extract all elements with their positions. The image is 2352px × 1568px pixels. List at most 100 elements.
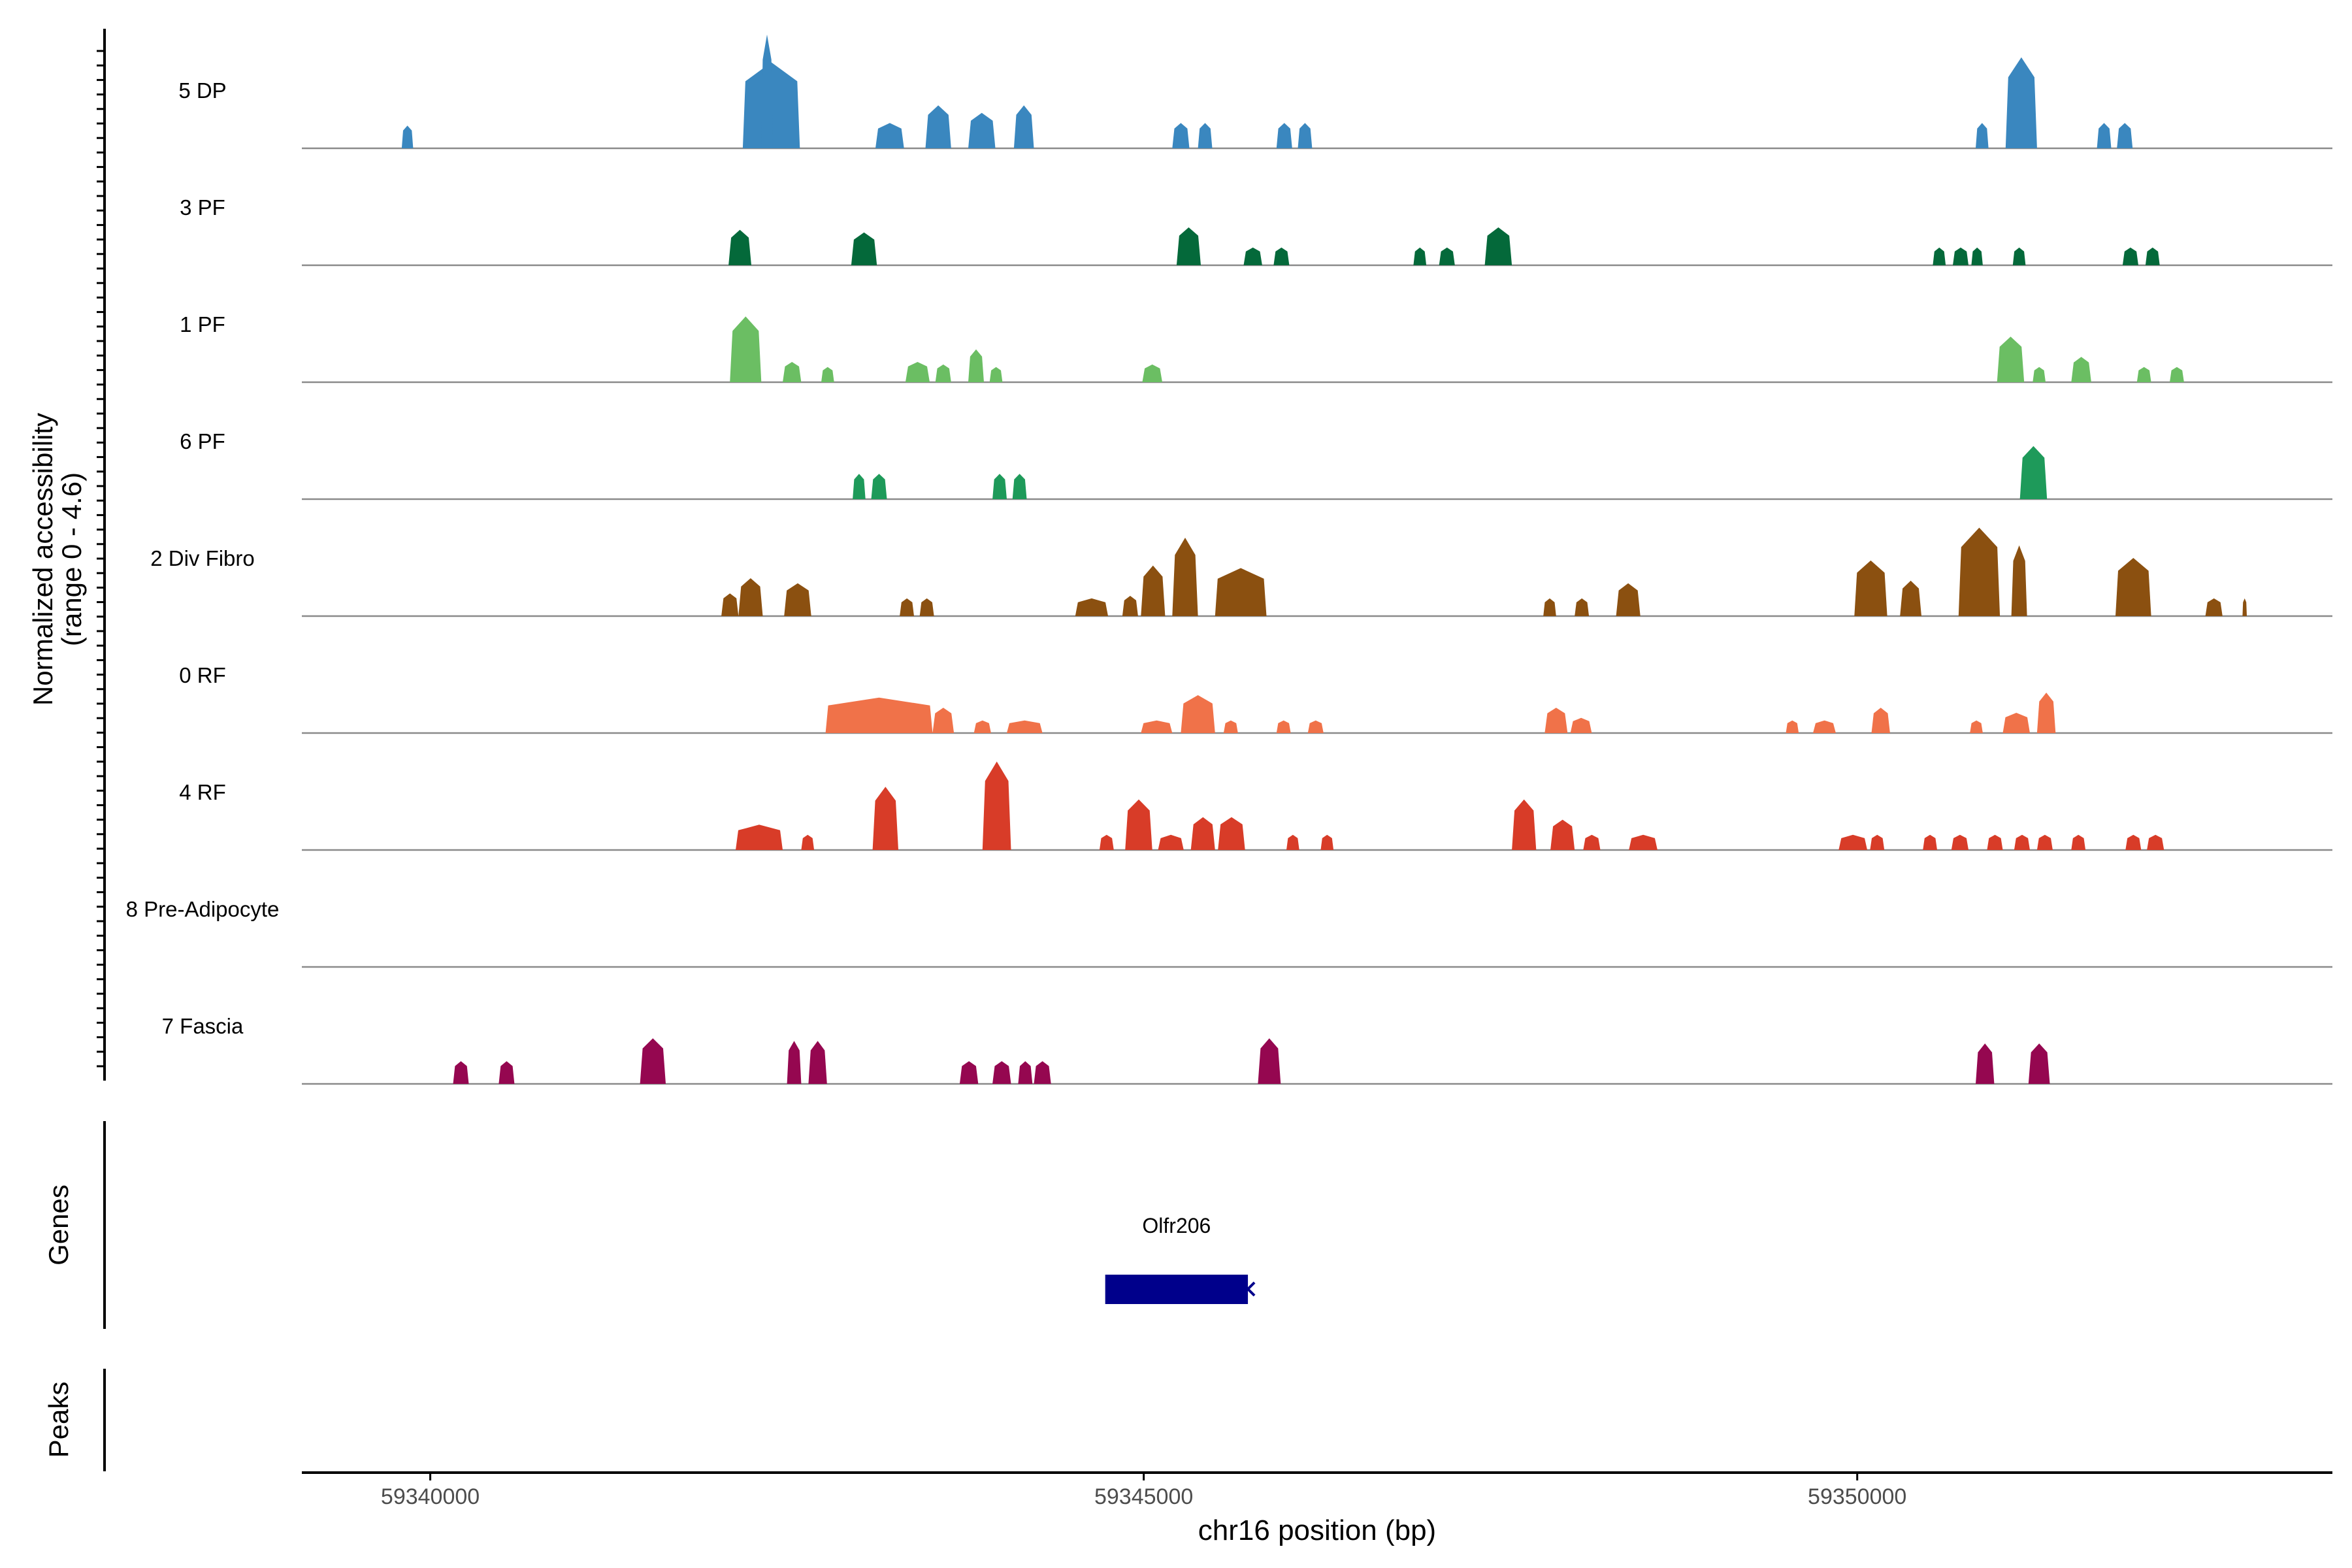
- coverage-peak: [1013, 105, 1034, 148]
- coverage-peak: [1172, 538, 1198, 616]
- coverage-peak: [851, 232, 877, 265]
- coverage-peak: [1512, 799, 1537, 850]
- coverage-peak: [1320, 834, 1334, 850]
- coverage-peak: [721, 593, 739, 616]
- coverage-peak: [1075, 598, 1108, 616]
- coverage-peak: [1813, 720, 1836, 733]
- track-label: 6 PF: [180, 429, 225, 453]
- coverage-peak: [821, 367, 834, 382]
- track-7: 8 Pre-Adipocyte: [126, 897, 2332, 968]
- coverage-tracks: 5 DP 3 PF 1 PF 6 PF 2 Div Fibro 0 RF 4 RF 8 Pre…: [126, 34, 2332, 1085]
- x-tick-label: 59345000: [1094, 1484, 1193, 1509]
- coverage-peak: [1575, 598, 1590, 616]
- coverage-peak: [640, 1038, 666, 1084]
- track-8: 7 Fascia: [162, 1014, 2332, 1085]
- coverage-peak: [1258, 1038, 1281, 1084]
- strand-arrow-icon: [1246, 1281, 1256, 1297]
- track-5: 0 RF: [179, 663, 2332, 734]
- coverage-peak: [2028, 1043, 2050, 1084]
- coverage-peak: [1439, 247, 1455, 265]
- x-axis-ticks: 59340000 59345000 59350000: [381, 1473, 1906, 1509]
- coverage-peak: [982, 761, 1011, 850]
- coverage-peak: [1413, 247, 1427, 265]
- coverage-peak: [2115, 558, 2151, 616]
- coverage-peak: [1933, 247, 1946, 265]
- coverage-peak: [1629, 834, 1658, 850]
- gene-body: [1105, 1275, 1249, 1304]
- coverage-peak: [1616, 583, 1641, 616]
- genes-label: Genes: [43, 1184, 74, 1266]
- coverage-peak: [989, 367, 1003, 382]
- coverage-peak: [1871, 708, 1890, 733]
- coverage-peak: [1923, 834, 1937, 850]
- coverage-peak: [2125, 834, 2142, 850]
- coverage-peak: [1307, 720, 1324, 733]
- coverage-peak: [730, 316, 762, 382]
- coverage-peak: [1976, 123, 1989, 148]
- coverage-peak: [1141, 720, 1173, 733]
- coverage-peak: [787, 1041, 802, 1084]
- coverage-peak: [2036, 834, 2053, 850]
- track-3: 6 PF: [180, 429, 2332, 500]
- track-label: 4 RF: [179, 780, 226, 804]
- coverage-peak: [2019, 446, 2048, 499]
- coverage-peak: [1786, 720, 1799, 733]
- coverage-peak: [935, 364, 951, 382]
- coverage-peak: [968, 112, 996, 148]
- peaks-label: Peaks: [43, 1382, 74, 1458]
- coverage-peak: [1142, 364, 1162, 382]
- track-label: 3 PF: [180, 195, 225, 220]
- coverage-peak: [453, 1061, 469, 1084]
- coverage-peak: [1218, 817, 1245, 850]
- coverage-peak: [1870, 834, 1885, 850]
- coverage-peak: [925, 105, 951, 148]
- coverage-peak: [973, 720, 991, 733]
- coverage-peak: [2011, 545, 2027, 616]
- gene-name: Olfr206: [1142, 1214, 1211, 1237]
- track-label: 8 Pre-Adipocyte: [126, 897, 280, 921]
- y-axis-label-line2: (range 0 - 4.6): [56, 472, 87, 646]
- coverage-peak: [1951, 834, 1968, 850]
- coverage-peak: [959, 1061, 979, 1084]
- coverage-peak: [2122, 247, 2138, 265]
- coverage-peak: [2117, 123, 2133, 148]
- x-axis-label: chr16 position (bp): [1198, 1514, 1436, 1546]
- coverage-peak: [1583, 834, 1601, 850]
- coverage-peak: [872, 787, 898, 850]
- coverage-peak: [1215, 568, 1267, 616]
- y-axis-label-line1: Normalized accessibility: [27, 413, 58, 706]
- coverage-peak: [992, 474, 1007, 499]
- coverage-peak: [1997, 336, 2025, 382]
- coverage-peak: [871, 474, 887, 499]
- coverage-peak: [2145, 247, 2160, 265]
- coverage-peak: [801, 834, 815, 850]
- track-label: 0 RF: [179, 663, 226, 687]
- coverage-peak: [2170, 367, 2184, 382]
- coverage-peak: [1176, 227, 1201, 265]
- track-label: 1 PF: [180, 312, 225, 336]
- coverage-peak: [1034, 1061, 1051, 1084]
- y-axis: [97, 29, 106, 1081]
- coverage-peak: [1286, 834, 1299, 850]
- coverage-peak: [761, 34, 773, 149]
- coverage-peak: [2242, 598, 2247, 616]
- coverage-peak: [1018, 1061, 1033, 1084]
- coverage-peak: [900, 598, 914, 616]
- coverage-peak: [1854, 560, 1887, 616]
- track-2: 1 PF: [180, 312, 2332, 384]
- coverage-peak: [2033, 367, 2046, 382]
- coverage-peak: [1838, 834, 1867, 850]
- coverage-peak: [853, 474, 866, 499]
- coverage-peak: [1273, 247, 1290, 265]
- coverage-peak: [1141, 565, 1166, 616]
- track-4: 2 Div Fibro: [150, 527, 2332, 617]
- coverage-peak: [2002, 713, 2030, 733]
- coverage-peak: [1158, 834, 1184, 850]
- coverage-peak: [1298, 123, 1313, 148]
- coverage-peak: [1125, 799, 1152, 850]
- coverage-peak: [1190, 817, 1215, 850]
- coverage-peak: [2071, 834, 2086, 850]
- coverage-peak: [1900, 580, 1921, 616]
- coverage-peak: [1971, 247, 1983, 265]
